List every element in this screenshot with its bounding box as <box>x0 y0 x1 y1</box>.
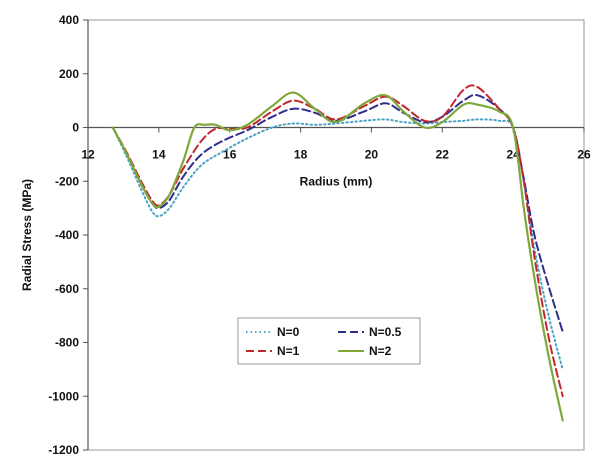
x-tick-label: 26 <box>577 148 591 162</box>
legend-label: N=2 <box>369 344 392 358</box>
series-line-2 <box>111 93 564 333</box>
series-lines <box>111 84 564 422</box>
y-tick-label: -200 <box>55 174 79 188</box>
x-tick-label: 20 <box>365 148 379 162</box>
legend: N=0 N=0.5 N=1 N=2 <box>237 317 421 365</box>
x-tick-label: 16 <box>223 148 237 162</box>
x-tick-label: 18 <box>294 148 308 162</box>
x-tick-label: 12 <box>81 148 95 162</box>
y-tick-label: -1000 <box>48 389 79 403</box>
y-tick-label: -600 <box>55 282 79 296</box>
x-axis-title: Radius (mm) <box>300 175 373 189</box>
plot-area <box>87 19 585 451</box>
y-tick-label: -800 <box>55 336 79 350</box>
legend-label: N=1 <box>277 344 300 358</box>
legend-box <box>237 317 421 365</box>
x-tick-label: 22 <box>436 148 450 162</box>
axes: 400 200 0 -200 -400 -600 -800 -1000 -1200 12 14 16 1… <box>48 13 591 457</box>
y-tick-label: 200 <box>59 67 79 81</box>
y-tick-label: 0 <box>72 121 79 135</box>
y-tick-label: -400 <box>55 228 79 242</box>
series-line-4 <box>111 91 564 422</box>
x-tick-label: 14 <box>152 148 166 162</box>
y-axis-title: Radial Stress (MPa) <box>20 179 34 291</box>
y-tick-label: 400 <box>59 13 79 27</box>
legend-label: N=0.5 <box>369 325 402 339</box>
plot-frame <box>87 19 585 451</box>
y-tick-label: -1200 <box>48 443 79 457</box>
legend-label: N=0 <box>277 325 300 339</box>
